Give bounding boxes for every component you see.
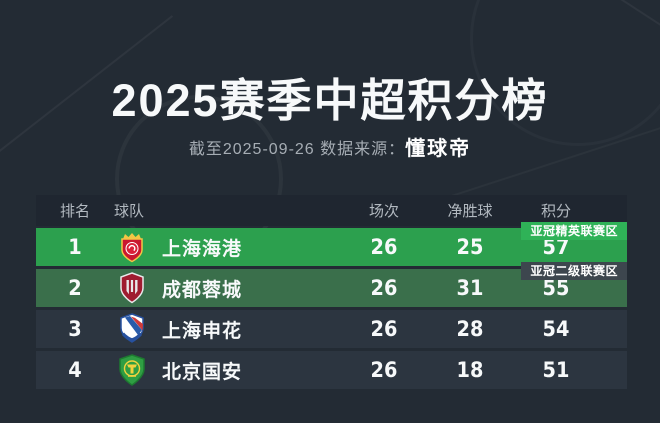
rank-value: 1 bbox=[68, 235, 82, 259]
goal-difference-value: 28 bbox=[456, 317, 484, 341]
zone-badge-acl-two: 亚冠二级联赛区 bbox=[521, 262, 627, 280]
team-name: 上海申花 bbox=[162, 320, 243, 342]
goal-difference-value: 31 bbox=[456, 276, 484, 300]
team-name: 上海海港 bbox=[162, 238, 243, 260]
points-value: 55 bbox=[542, 276, 570, 300]
team-name: 成都蓉城 bbox=[162, 279, 243, 301]
matches-value: 26 bbox=[370, 276, 398, 300]
data-source-label: 懂球帝 bbox=[405, 138, 472, 160]
goal-difference-value: 25 bbox=[456, 235, 484, 259]
rank-value: 2 bbox=[68, 276, 82, 300]
team-cell: 上海海港 bbox=[114, 231, 341, 263]
subtitle: 截至2025-09-26 数据来源：懂球帝 bbox=[0, 132, 660, 161]
shanghai-shenhua-badge bbox=[120, 313, 144, 343]
rank-value: 3 bbox=[68, 317, 82, 341]
team-cell: 北京国安 bbox=[114, 354, 341, 386]
team-name: 北京国安 bbox=[162, 361, 243, 383]
matches-value: 26 bbox=[370, 235, 398, 259]
points-value: 51 bbox=[542, 358, 570, 382]
matches-value: 26 bbox=[370, 358, 398, 382]
beijing-guoan-badge bbox=[119, 354, 145, 386]
shanghai-port-badge bbox=[121, 233, 143, 263]
column-header-team: 球队 bbox=[114, 203, 145, 220]
column-header-matches: 场次 bbox=[368, 203, 399, 220]
table-header-row: 排名 球队 场次 净胜球 积分 bbox=[36, 195, 627, 226]
page-title: 2025赛季中超积分榜 bbox=[111, 75, 549, 126]
as-of-date: 截至2025-09-26 数据来源： bbox=[188, 141, 406, 158]
table-row-rank-4: 4 北京国安 26 18 51 bbox=[36, 351, 627, 389]
table-row-rank-2: 2 成都蓉城 26 31 55 bbox=[36, 269, 627, 307]
matches-value: 26 bbox=[370, 317, 398, 341]
rank-value: 4 bbox=[68, 358, 82, 382]
points-value: 54 bbox=[542, 317, 570, 341]
team-cell: 成都蓉城 bbox=[114, 272, 341, 304]
chengdu-rongcheng-badge bbox=[120, 272, 144, 304]
column-header-points: 积分 bbox=[540, 203, 571, 220]
zone-badge-acl-elite: 亚冠精英联赛区 bbox=[521, 222, 627, 240]
column-header-rank: 排名 bbox=[59, 203, 90, 220]
team-cell: 上海申花 bbox=[114, 313, 341, 345]
column-header-goal-difference: 净胜球 bbox=[447, 203, 493, 220]
goal-difference-value: 18 bbox=[456, 358, 484, 382]
table-row-rank-3: 3 上海申花 26 28 54 bbox=[36, 310, 627, 348]
standings-table: 排名 球队 场次 净胜球 积分 1 上海海港 26 25 57 2 bbox=[36, 195, 627, 392]
